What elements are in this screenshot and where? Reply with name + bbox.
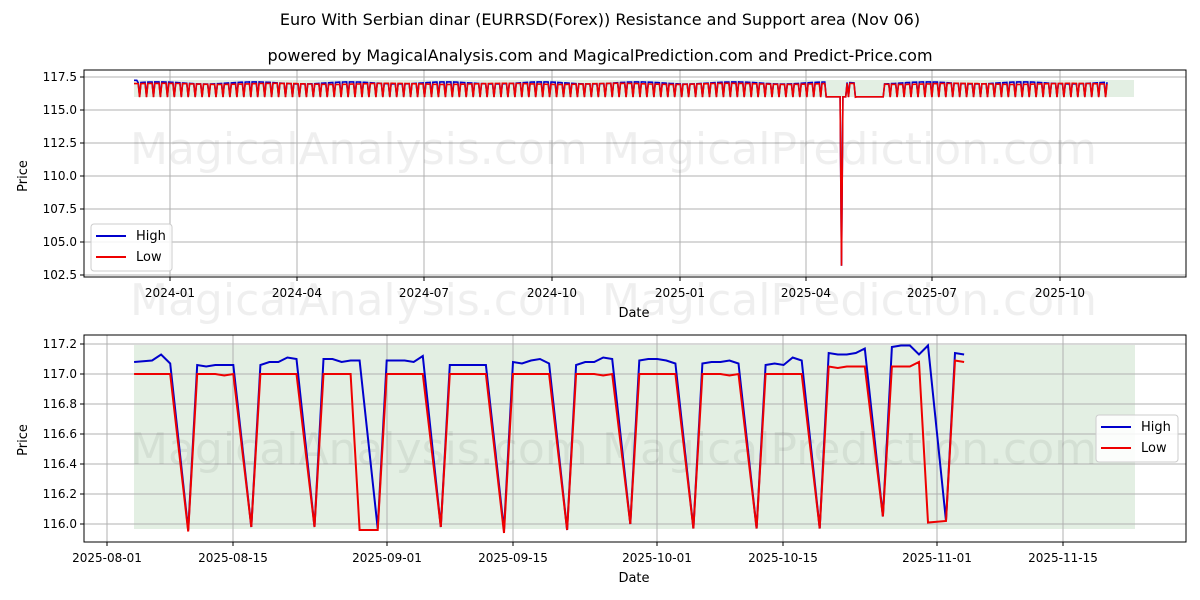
top-ytick: 115.0 (43, 103, 77, 117)
bottom-x-axis: 2025-08-01 2025-08-15 2025-09-01 2025-09… (72, 542, 1098, 586)
top-axes-frame (83, 69, 1187, 278)
bottom-ytick: 117.0 (43, 367, 77, 381)
top-ytick: 112.5 (43, 136, 77, 150)
top-legend: High Low (90, 223, 173, 272)
watermark-prediction-3: MagicalPrediction.com (602, 424, 1097, 475)
watermark-analysis-3: MagicalAnalysis.com (130, 424, 588, 475)
top-ytick: 110.0 (43, 169, 77, 183)
top-y-axis-label: Price (16, 160, 31, 192)
top-xtick: 2025-07 (907, 286, 957, 300)
bottom-xtick: 2025-09-15 (478, 551, 548, 565)
bottom-legend: High Low (1095, 414, 1179, 463)
top-ytick: 105.0 (43, 235, 77, 249)
top-xtick: 2025-01 (655, 286, 705, 300)
legend-high-label: High (136, 229, 166, 244)
bottom-xtick: 2025-11-01 (902, 551, 972, 565)
bottom-high-line (134, 343, 965, 531)
top-ytick: 107.5 (43, 202, 77, 216)
legend-high-label: High (1141, 420, 1171, 435)
watermark-prediction: MagicalPrediction.com (602, 124, 1097, 175)
legend-low-label: Low (1141, 441, 1167, 456)
bottom-xtick: 2025-08-01 (72, 551, 142, 565)
top-low-line (134, 82, 1108, 266)
bottom-x-axis-label: Date (618, 571, 649, 586)
bottom-ytick: 116.6 (43, 427, 77, 441)
top-x-axis-label: Date (618, 306, 649, 321)
bottom-ytick: 116.8 (43, 397, 77, 411)
top-xtick: 2024-10 (527, 286, 577, 300)
bottom-low-line (134, 359, 965, 534)
top-xtick: 2024-01 (145, 286, 195, 300)
bottom-xtick: 2025-09-01 (352, 551, 422, 565)
bottom-xtick: 2025-11-15 (1028, 551, 1098, 565)
top-xtick: 2025-04 (781, 286, 831, 300)
bottom-xtick: 2025-08-15 (198, 551, 268, 565)
bottom-y-axis: 117.2 117.0 116.8 116.6 116.4 116.2 116.… (16, 337, 84, 531)
bottom-chart: MagicalAnalysis.com MagicalPrediction.co… (16, 334, 1187, 586)
watermark-prediction-2: MagicalPrediction.com (602, 275, 1097, 326)
bottom-ytick: 116.0 (43, 517, 77, 531)
top-xtick: 2024-07 (399, 286, 449, 300)
top-xtick: 2025-10 (1035, 286, 1085, 300)
bottom-axes-frame (83, 334, 1187, 543)
bottom-ytick: 117.2 (43, 337, 77, 351)
chart-subtitle: powered by MagicalAnalysis.com and Magic… (267, 46, 933, 65)
top-y-axis: 117.5 115.0 112.5 110.0 107.5 105.0 102.… (16, 70, 84, 282)
top-x-axis: 2024-01 2024-04 2024-07 2024-10 2025-01 … (145, 277, 1085, 321)
top-ytick: 117.5 (43, 70, 77, 84)
bottom-xtick: 2025-10-01 (622, 551, 692, 565)
top-grid (84, 70, 1186, 277)
bottom-ytick: 116.4 (43, 457, 77, 471)
bottom-xtick: 2025-10-15 (748, 551, 818, 565)
bottom-ytick: 116.2 (43, 487, 77, 501)
watermark-analysis: MagicalAnalysis.com (130, 124, 588, 175)
top-ytick: 102.5 (43, 268, 77, 282)
top-chart: MagicalAnalysis.com MagicalPrediction.co… (16, 69, 1187, 326)
watermark-analysis-2: MagicalAnalysis.com (130, 275, 588, 326)
chart-title: Euro With Serbian dinar (EURRSD(Forex)) … (279, 10, 921, 29)
top-xtick: 2024-04 (272, 286, 322, 300)
legend-low-label: Low (136, 250, 162, 265)
bottom-y-axis-label: Price (16, 424, 31, 456)
